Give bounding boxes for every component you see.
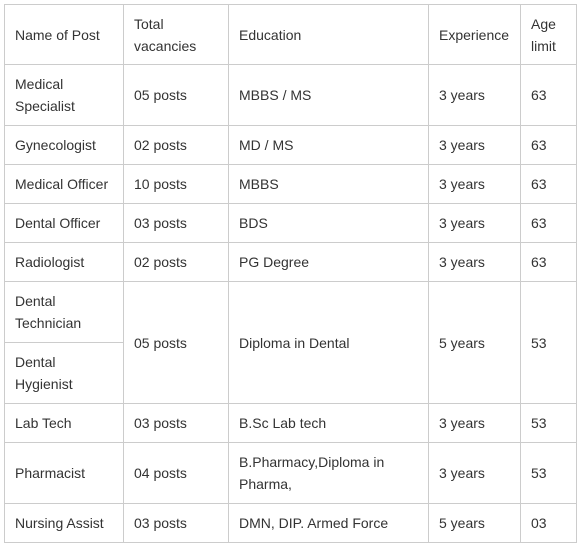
cell-post: Gynecologist [4, 125, 124, 165]
header-experience: Experience [428, 4, 521, 65]
cell-experience: 3 years [428, 64, 521, 126]
cell-education: Diploma in Dental [228, 281, 429, 404]
cell-education: MBBS / MS [228, 64, 429, 126]
header-post: Name of Post [4, 4, 124, 65]
cell-education: PG Degree [228, 242, 429, 282]
cell-experience: 3 years [428, 403, 521, 443]
cell-post: Pharmacist [4, 442, 124, 504]
cell-education: B.Pharmacy,Diploma in Pharma, [228, 442, 429, 504]
cell-vacancies: 05 posts [123, 281, 229, 404]
header-vacancies: Total vacancies [123, 4, 229, 65]
table-row: Dental Technician 05 posts Diploma in De… [4, 281, 577, 404]
cell-age: 63 [520, 203, 577, 243]
cell-post: Dental Officer [4, 203, 124, 243]
cell-post: Radiologist [4, 242, 124, 282]
cell-vacancies: 03 posts [123, 503, 229, 543]
cell-education: BDS [228, 203, 429, 243]
cell-vacancies: 02 posts [123, 125, 229, 165]
cell-experience: 5 years [428, 503, 521, 543]
cell-experience: 3 years [428, 442, 521, 504]
cell-age: 63 [520, 64, 577, 126]
table-row: Nursing Assist 03 posts DMN, DIP. Armed … [4, 503, 577, 543]
cell-age: 63 [520, 242, 577, 282]
cell-vacancies: 10 posts [123, 164, 229, 204]
table-row: Lab Tech 03 posts B.Sc Lab tech 3 years … [4, 403, 577, 443]
cell-experience: 3 years [428, 164, 521, 204]
cell-education: MBBS [228, 164, 429, 204]
cell-vacancies: 03 posts [123, 403, 229, 443]
cell-experience: 3 years [428, 203, 521, 243]
cell-post: Medical Specialist [4, 64, 124, 126]
cell-experience: 5 years [428, 281, 521, 404]
header-education: Education [228, 4, 429, 65]
cell-post: Medical Officer [4, 164, 124, 204]
cell-education: DMN, DIP. Armed Force [228, 503, 429, 543]
cell-age: 63 [520, 125, 577, 165]
table-header-row: Name of Post Total vacancies Education E… [4, 4, 577, 65]
cell-experience: 3 years [428, 242, 521, 282]
table-row: Medical Specialist 05 posts MBBS / MS 3 … [4, 64, 577, 126]
cell-vacancies: 04 posts [123, 442, 229, 504]
cell-vacancies: 03 posts [123, 203, 229, 243]
cell-vacancies: 02 posts [123, 242, 229, 282]
cell-post: Dental Technician [4, 281, 124, 343]
cell-age: 53 [520, 281, 577, 404]
cell-post: Nursing Assist [4, 503, 124, 543]
table-row: Dental Officer 03 posts BDS 3 years 63 [4, 203, 577, 243]
cell-post: Lab Tech [4, 403, 124, 443]
vacancy-table: Name of Post Total vacancies Education E… [4, 4, 577, 543]
cell-age: 53 [520, 403, 577, 443]
cell-age: 63 [520, 164, 577, 204]
cell-post: Dental Hygienist [4, 342, 124, 404]
cell-vacancies: 05 posts [123, 64, 229, 126]
cell-education: MD / MS [228, 125, 429, 165]
table-row: Pharmacist 04 posts B.Pharmacy,Diploma i… [4, 442, 577, 504]
table-row: Gynecologist 02 posts MD / MS 3 years 63 [4, 125, 577, 165]
cell-education: B.Sc Lab tech [228, 403, 429, 443]
cell-age: 53 [520, 442, 577, 504]
table-row: Dental Hygienist [4, 342, 577, 404]
table-row: Radiologist 02 posts PG Degree 3 years 6… [4, 242, 577, 282]
header-age: Age limit [520, 4, 577, 65]
table-row: Medical Officer 10 posts MBBS 3 years 63 [4, 164, 577, 204]
cell-experience: 3 years [428, 125, 521, 165]
cell-age: 03 [520, 503, 577, 543]
